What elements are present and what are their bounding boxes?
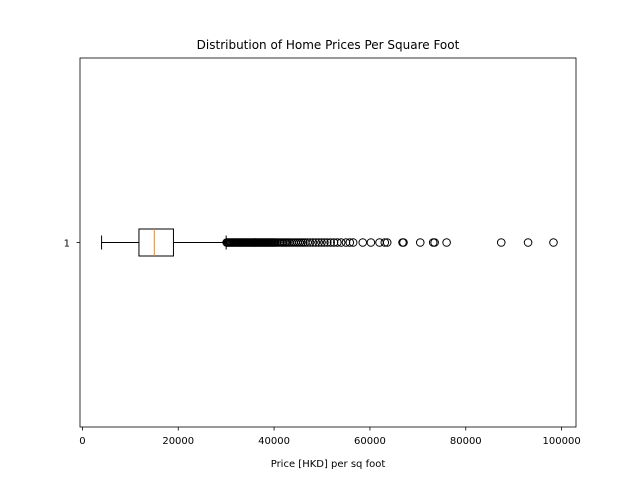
flier-point	[430, 238, 439, 247]
flier-point	[382, 238, 392, 247]
flier-point	[523, 238, 533, 247]
flier-point	[308, 238, 318, 247]
flier-point	[366, 238, 376, 247]
fliers	[222, 238, 558, 247]
flier-point	[326, 238, 335, 247]
y-tick-label: 1	[64, 239, 70, 250]
flier-point	[305, 238, 315, 247]
x-tick-label: 60000	[354, 436, 386, 447]
flier-point	[336, 238, 346, 247]
flier-point	[317, 238, 326, 247]
x-tick-label: 80000	[450, 436, 482, 447]
flier-point	[399, 238, 408, 247]
box-iqr	[138, 228, 174, 257]
flier-point	[415, 238, 425, 247]
flier-point	[380, 238, 390, 247]
x-tick-label: 100000	[543, 436, 581, 447]
flier-point	[496, 238, 506, 247]
x-tick-label: 20000	[162, 436, 194, 447]
x-axis: 0 20000 40000 60000 80000 100000	[79, 427, 581, 447]
flier-point	[314, 238, 323, 247]
chart-title: Distribution of Home Prices Per Square F…	[197, 38, 460, 52]
x-axis-title: Price [HKD] per sq foot	[271, 459, 386, 470]
flier-point	[311, 238, 321, 247]
flier-point	[322, 238, 332, 247]
flier-point	[549, 238, 558, 247]
flier-point	[442, 238, 451, 247]
flier-point	[358, 238, 368, 247]
y-axis: 1	[64, 239, 80, 250]
plot-area	[101, 228, 558, 257]
flier-point	[303, 238, 312, 247]
flier-point	[348, 238, 358, 247]
x-tick-label: 0	[79, 436, 85, 447]
flier-point	[333, 238, 342, 247]
flier-point	[345, 238, 355, 247]
x-tick-label: 40000	[258, 436, 290, 447]
flier-point	[320, 238, 329, 247]
